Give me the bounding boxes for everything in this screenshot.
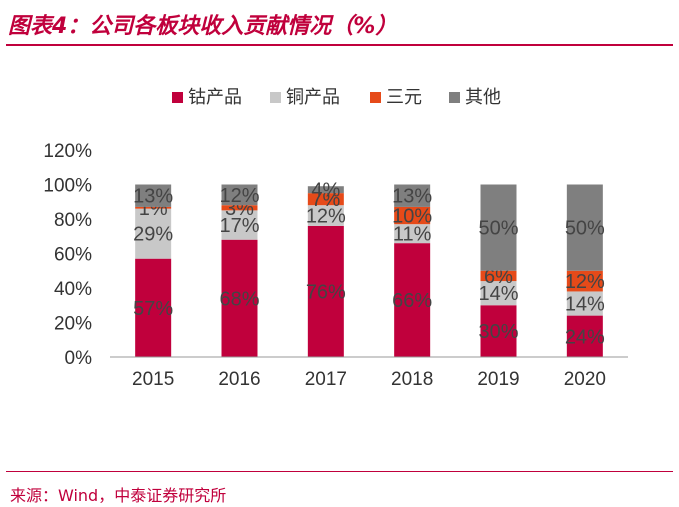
bar-segment [480,270,517,282]
data-label: 50% [565,218,605,240]
data-label: 50% [478,218,518,240]
bar-segment [221,184,258,206]
data-label: 57% [133,298,173,320]
legend-label: 钴产品 [188,87,242,108]
legend-swatch [370,92,381,103]
bar-segment [135,258,172,357]
bar-segment [307,193,344,206]
bar-segment [307,186,344,194]
x-axis: 2015 2016 2017 2018 2019 2020 [110,356,628,390]
y-tick-label: 60% [54,245,92,266]
bar-segment [307,225,344,357]
data-label: 14% [565,294,605,316]
bar-segment [480,184,517,271]
bar-segment [135,206,172,209]
x-tick-label: 2016 [218,369,260,390]
data-label: 30% [478,321,518,343]
title-rule [6,44,673,46]
bar-segment [566,184,603,271]
bar-series: 57%29%1%13%68%17%3%12%76%12%7%4%66%11%10… [133,180,605,357]
bar-segment [480,281,517,306]
data-label: 7% [311,189,340,211]
data-label: 10% [392,206,432,228]
stacked-bar-chart: 钴产品 铜产品 三元 其他 0% 20% 40% 60% 80% 100% 120% 57% 29%… [43,87,628,390]
bar-segment [394,224,431,244]
data-label: 12% [219,185,259,207]
y-tick-label: 80% [54,210,92,231]
bar-segment [566,291,603,316]
legend-swatch [270,92,281,103]
bar-segment [480,305,517,357]
data-label: 17% [219,215,259,237]
data-label: 12% [565,271,605,293]
legend-swatch [449,92,460,103]
data-label: 13% [392,186,432,208]
bar-segment [135,208,172,259]
data-label: 13% [133,186,173,208]
data-label: 29% [133,224,173,246]
y-axis: 0% 20% 40% 60% 80% 100% 120% [43,141,92,369]
bar-segment [566,315,603,357]
bar-segment [307,205,344,226]
legend-label: 其他 [465,87,501,108]
data-label: 6% [484,266,513,288]
data-label: 66% [392,290,432,312]
data-label: 68% [219,288,259,310]
x-tick-label: 2019 [477,369,519,390]
chart-title: 图表4：公司各板块收入贡献情况（%） [8,14,398,39]
x-tick-label: 2015 [132,369,174,390]
y-tick-label: 20% [54,314,92,335]
data-label: 11% [393,224,432,246]
x-tick-label: 2017 [305,369,347,390]
y-tick-label: 0% [65,348,93,369]
bar-segment [221,205,258,211]
data-label: 76% [306,281,346,303]
y-tick-label: 120% [43,141,92,162]
bar-segment [394,184,431,207]
source-note: 来源：Wind，中泰证券研究所 [10,486,227,505]
chart-legend: 钴产品 铜产品 三元 其他 [172,87,501,108]
legend-label: 铜产品 [286,87,340,108]
x-tick-label: 2020 [564,369,606,390]
legend-swatch [172,92,183,103]
bar-segment [394,243,431,357]
y-tick-label: 40% [54,279,92,300]
data-label: 4% [311,180,340,202]
bar-segment [221,210,258,240]
data-label: 12% [306,206,346,228]
source-rule [6,471,673,472]
data-label: 24% [565,326,605,348]
data-label: 14% [478,283,518,305]
bar-segment [135,184,172,207]
bar-segment [566,270,603,292]
x-tick-label: 2018 [391,369,433,390]
bar-segment [394,206,431,225]
y-tick-label: 100% [43,176,92,197]
bar-segment [221,239,258,357]
legend-label: 三元 [386,87,422,108]
